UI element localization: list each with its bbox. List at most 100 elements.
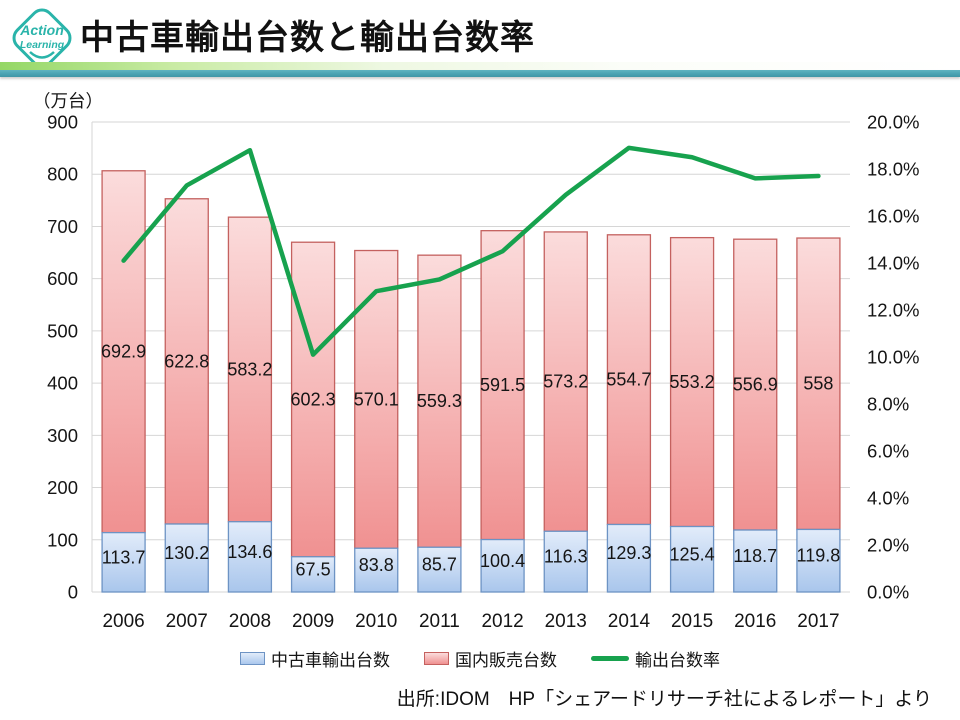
year-label: 2012 bbox=[481, 611, 523, 632]
bar-used-car-exports-2012 bbox=[480, 538, 525, 593]
year-label: 2015 bbox=[671, 611, 713, 632]
value-label-domestic: 556.9 bbox=[733, 375, 778, 395]
value-label-domestic: 622.8 bbox=[164, 351, 209, 371]
year-label: 2009 bbox=[292, 611, 334, 632]
right-axis-tick: 2.0% bbox=[867, 535, 909, 556]
bar-used-car-exports-2007 bbox=[164, 523, 209, 593]
right-axis-tick: 6.0% bbox=[867, 441, 909, 462]
bar-domestic-sales-2013 bbox=[543, 231, 588, 532]
year-label: 2010 bbox=[355, 611, 397, 632]
bar-used-car-exports-2010 bbox=[354, 547, 399, 593]
bar-domestic-sales-2010 bbox=[354, 249, 399, 549]
value-label-exports: 85.7 bbox=[422, 555, 457, 575]
legend-swatch-pink-bar bbox=[424, 651, 449, 665]
value-label-exports: 134.6 bbox=[227, 542, 272, 562]
right-axis-tick: 18.0% bbox=[867, 159, 919, 180]
value-label-domestic: 558 bbox=[803, 374, 833, 394]
value-label-domestic: 692.9 bbox=[101, 342, 146, 362]
bar-domestic-sales-2006 bbox=[101, 170, 146, 534]
right-axis-tick: 0.0% bbox=[867, 582, 909, 603]
legend-item-export-rate: 輸出台数率 bbox=[591, 646, 720, 671]
right-axis-tick: 8.0% bbox=[867, 394, 909, 415]
value-label-exports: 129.3 bbox=[606, 543, 651, 563]
header-divider-line bbox=[0, 70, 960, 77]
legend-label: 国内販売台数 bbox=[455, 650, 557, 670]
right-axis-tick: 16.0% bbox=[867, 206, 919, 227]
legend-label: 輸出台数率 bbox=[635, 650, 720, 670]
bar-domestic-sales-2014 bbox=[606, 234, 652, 526]
value-label-exports: 67.5 bbox=[296, 559, 331, 579]
value-label-exports: 118.7 bbox=[733, 546, 777, 566]
year-label: 2014 bbox=[608, 611, 651, 632]
year-label: 2017 bbox=[797, 611, 839, 632]
bar-domestic-sales-2016 bbox=[733, 238, 778, 531]
bar-used-car-exports-2017 bbox=[796, 528, 841, 593]
right-axis-tick: 14.0% bbox=[867, 253, 919, 274]
left-axis-tick: 100 bbox=[47, 529, 78, 550]
value-label-exports: 100.4 bbox=[480, 551, 525, 571]
value-label-domestic: 570.1 bbox=[354, 389, 399, 409]
left-axis-tick: 200 bbox=[47, 477, 78, 498]
action-learning-logo: Action Learning bbox=[12, 8, 72, 68]
chart-legend: 中古車輸出台数 国内販売台数 輸出台数率 bbox=[0, 644, 960, 672]
year-label: 2011 bbox=[419, 611, 460, 632]
legend-item-used-car-exports: 中古車輸出台数 bbox=[240, 646, 390, 671]
bar-used-car-exports-2015 bbox=[669, 525, 715, 593]
logo-text-learning: Learning bbox=[20, 39, 65, 51]
page-title: 中古車輸出台数と輸出台数率 bbox=[80, 19, 535, 57]
legend-label: 中古車輸出台数 bbox=[271, 650, 390, 670]
logo-diamond bbox=[12, 8, 72, 68]
left-axis-tick: 400 bbox=[47, 373, 78, 394]
right-axis-tick: 4.0% bbox=[867, 488, 909, 509]
left-axis-tick: 500 bbox=[47, 320, 78, 341]
left-axis-tick: 800 bbox=[47, 164, 78, 185]
bar-domestic-sales-2009 bbox=[290, 241, 336, 558]
value-label-exports: 125.4 bbox=[670, 544, 715, 564]
left-axis-tick: 700 bbox=[47, 216, 78, 237]
legend-item-domestic-sales: 国内販売台数 bbox=[424, 646, 557, 671]
value-label-exports: 119.8 bbox=[797, 546, 841, 566]
bar-domestic-sales-2011 bbox=[417, 254, 462, 548]
bar-used-car-exports-2016 bbox=[733, 529, 778, 593]
header-divider-gradient bbox=[0, 62, 960, 70]
year-label: 2013 bbox=[545, 611, 587, 632]
value-label-domestic: 573.2 bbox=[543, 372, 588, 392]
left-axis-unit-label: （万台） bbox=[33, 91, 103, 111]
value-label-exports: 130.2 bbox=[164, 543, 209, 563]
year-label: 2007 bbox=[166, 611, 208, 632]
value-label-domestic: 591.5 bbox=[480, 375, 525, 395]
left-axis-tick: 300 bbox=[47, 425, 78, 446]
value-label-domestic: 602.3 bbox=[291, 389, 336, 409]
bar-used-car-exports-2013 bbox=[543, 530, 588, 593]
bar-domestic-sales-2015 bbox=[669, 236, 715, 528]
bar-domestic-sales-2012 bbox=[480, 230, 525, 541]
value-label-domestic: 559.3 bbox=[417, 391, 462, 411]
right-axis-tick: 20.0% bbox=[867, 112, 919, 133]
left-axis-tick: 0 bbox=[68, 582, 78, 603]
value-label-exports: 113.7 bbox=[102, 547, 146, 567]
logo-smile-arc bbox=[29, 51, 55, 59]
logo-text-action: Action bbox=[19, 22, 64, 38]
value-label-domestic: 554.7 bbox=[606, 370, 651, 390]
value-label-domestic: 553.2 bbox=[670, 372, 715, 392]
bar-used-car-exports-2008 bbox=[227, 521, 273, 593]
bar-used-car-exports-2011 bbox=[417, 546, 462, 593]
legend-swatch-green-line bbox=[591, 655, 629, 661]
export-rate-line bbox=[121, 145, 821, 357]
left-axis-tick: 600 bbox=[47, 268, 78, 289]
legend-swatch-blue-bar bbox=[240, 651, 265, 665]
value-label-exports: 83.8 bbox=[359, 555, 394, 575]
value-label-domestic: 583.2 bbox=[227, 359, 272, 379]
year-label: 2016 bbox=[734, 611, 776, 632]
bar-used-car-exports-2009 bbox=[290, 556, 336, 593]
value-label-exports: 116.3 bbox=[544, 547, 588, 567]
bar-used-car-exports-2006 bbox=[101, 531, 146, 593]
year-label: 2006 bbox=[102, 611, 144, 632]
left-axis-tick: 900 bbox=[47, 112, 78, 133]
right-axis-tick: 12.0% bbox=[867, 300, 919, 321]
source-citation: 出所:IDOM HP「シェアードリサーチ社によるレポート」より bbox=[396, 689, 932, 710]
bar-used-car-exports-2014 bbox=[606, 523, 652, 593]
year-label: 2008 bbox=[229, 611, 271, 632]
